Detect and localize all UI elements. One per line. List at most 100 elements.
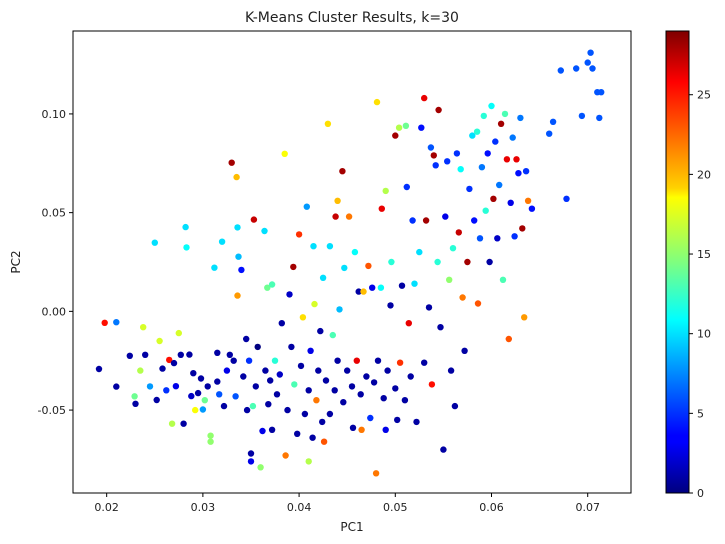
data-point xyxy=(273,391,281,398)
data-point xyxy=(305,458,312,465)
data-point xyxy=(374,357,382,364)
data-point xyxy=(235,253,242,260)
data-point xyxy=(183,244,190,251)
data-point xyxy=(519,225,526,232)
data-point xyxy=(168,420,176,427)
data-point xyxy=(315,367,322,374)
data-point xyxy=(288,343,295,351)
data-point xyxy=(142,351,149,358)
data-point xyxy=(290,263,297,271)
data-point xyxy=(515,170,522,177)
data-point xyxy=(351,248,359,256)
data-point xyxy=(432,162,439,169)
colorbar-tick-label: 5 xyxy=(697,407,704,420)
data-point xyxy=(377,284,385,291)
data-point xyxy=(367,414,374,422)
data-point xyxy=(476,235,484,242)
data-point xyxy=(339,168,346,175)
data-point xyxy=(471,217,478,224)
data-point xyxy=(233,173,240,181)
data-point xyxy=(382,187,389,195)
data-point xyxy=(478,164,486,171)
data-point xyxy=(395,124,403,131)
data-point xyxy=(319,418,326,426)
data-point xyxy=(435,106,442,114)
data-point xyxy=(401,397,409,404)
data-point xyxy=(425,304,433,311)
data-point xyxy=(226,351,233,358)
y-tick-label: 0.10 xyxy=(42,108,67,121)
data-point xyxy=(305,387,312,394)
data-point xyxy=(207,432,214,439)
x-tick-label: 0.07 xyxy=(575,501,600,514)
data-point xyxy=(451,402,459,410)
data-point xyxy=(428,381,436,388)
data-point xyxy=(234,224,241,231)
data-point xyxy=(528,205,536,212)
data-point xyxy=(336,306,343,313)
data-point xyxy=(309,434,316,441)
data-point xyxy=(442,213,449,220)
data-point xyxy=(294,430,301,437)
colorbar-tick-label: 15 xyxy=(697,248,711,261)
data-point xyxy=(326,243,334,250)
x-tick-label: 0.05 xyxy=(383,501,408,514)
data-point xyxy=(573,65,580,72)
data-point xyxy=(496,181,503,189)
data-point xyxy=(490,195,497,202)
data-point xyxy=(250,216,258,223)
data-point xyxy=(220,402,228,410)
data-point xyxy=(188,392,195,400)
data-point xyxy=(378,205,385,212)
data-point xyxy=(172,383,180,390)
data-point xyxy=(262,367,269,374)
data-point xyxy=(317,327,324,335)
data-point xyxy=(360,288,367,295)
data-point xyxy=(482,207,489,214)
data-point xyxy=(228,159,235,166)
data-point xyxy=(252,383,259,390)
data-point xyxy=(113,319,120,326)
data-point xyxy=(230,357,237,364)
data-point xyxy=(159,365,166,372)
data-point xyxy=(326,410,334,418)
data-point xyxy=(240,373,247,380)
data-point xyxy=(303,203,310,210)
data-point xyxy=(447,367,455,374)
data-point xyxy=(257,464,264,471)
x-tick-label: 0.06 xyxy=(479,501,504,514)
data-point xyxy=(313,397,320,404)
data-point xyxy=(587,49,594,56)
data-point xyxy=(271,357,279,364)
data-point xyxy=(596,114,603,122)
data-point xyxy=(440,446,447,453)
data-point xyxy=(259,427,266,435)
data-point xyxy=(416,248,423,256)
data-point xyxy=(218,238,226,245)
data-point xyxy=(177,351,184,358)
data-point xyxy=(311,300,318,308)
data-point xyxy=(509,134,516,141)
data-point xyxy=(307,347,314,354)
data-point xyxy=(365,262,372,270)
data-point xyxy=(163,387,170,394)
data-point xyxy=(216,391,223,398)
data-point xyxy=(446,276,453,283)
data-point xyxy=(238,266,245,274)
data-point xyxy=(322,377,330,384)
data-point xyxy=(422,217,430,224)
data-point xyxy=(455,229,462,236)
data-point xyxy=(348,383,356,390)
data-point xyxy=(324,120,332,128)
data-point xyxy=(437,324,444,331)
data-point xyxy=(319,274,327,281)
data-point xyxy=(396,359,404,366)
points-layer xyxy=(95,49,605,477)
data-point xyxy=(358,426,365,433)
data-point xyxy=(407,373,414,380)
data-point xyxy=(132,400,139,407)
data-point xyxy=(320,438,328,445)
data-point xyxy=(199,406,207,413)
data-point xyxy=(357,391,364,398)
data-point xyxy=(494,235,501,242)
